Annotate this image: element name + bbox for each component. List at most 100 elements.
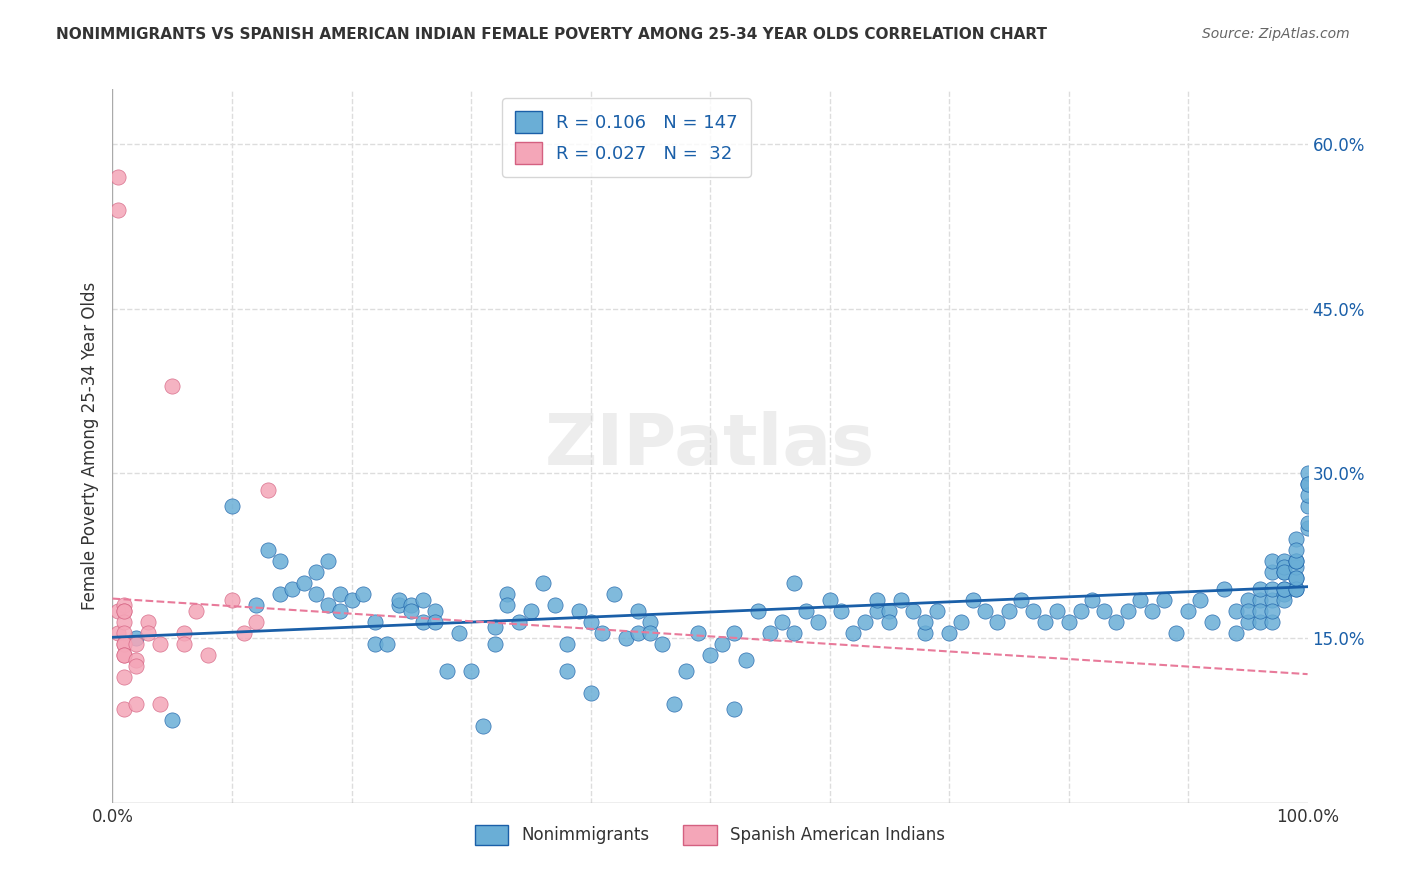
Point	[807, 615, 830, 629]
Point	[974, 604, 997, 618]
Point	[1094, 604, 1116, 618]
Point	[568, 604, 591, 618]
Point	[927, 604, 949, 618]
Point	[616, 631, 638, 645]
Point	[747, 604, 769, 618]
Point	[245, 598, 267, 612]
Point	[555, 637, 578, 651]
Point	[770, 615, 793, 629]
Point	[1272, 587, 1295, 601]
Point	[1296, 516, 1319, 530]
Point	[592, 625, 614, 640]
Point	[1261, 582, 1284, 596]
Point	[1225, 625, 1247, 640]
Point	[914, 615, 936, 629]
Point	[305, 566, 328, 580]
Point	[688, 625, 710, 640]
Point	[866, 592, 889, 607]
Point	[735, 653, 758, 667]
Point	[114, 648, 135, 662]
Point	[125, 631, 148, 645]
Point	[723, 702, 745, 716]
Point	[1285, 543, 1308, 558]
Point	[1033, 615, 1056, 629]
Point	[125, 653, 148, 667]
Point	[125, 658, 148, 673]
Point	[114, 637, 135, 651]
Point	[1296, 521, 1319, 535]
Point	[579, 615, 602, 629]
Point	[1046, 604, 1069, 618]
Point	[173, 625, 195, 640]
Point	[364, 637, 387, 651]
Point	[890, 592, 912, 607]
Point	[401, 598, 423, 612]
Point	[555, 664, 578, 678]
Point	[782, 625, 804, 640]
Point	[1272, 592, 1295, 607]
Point	[107, 202, 129, 217]
Point	[1237, 615, 1260, 629]
Point	[221, 592, 243, 607]
Text: NONIMMIGRANTS VS SPANISH AMERICAN INDIAN FEMALE POVERTY AMONG 25-34 YEAR OLDS CO: NONIMMIGRANTS VS SPANISH AMERICAN INDIAN…	[56, 27, 1047, 42]
Point	[543, 598, 565, 612]
Point	[914, 625, 936, 640]
Point	[340, 592, 363, 607]
Point	[107, 625, 129, 640]
Text: ZIPatlas: ZIPatlas	[546, 411, 875, 481]
Point	[329, 604, 352, 618]
Point	[412, 592, 434, 607]
Point	[377, 637, 399, 651]
Point	[496, 587, 519, 601]
Point	[257, 483, 280, 497]
Point	[531, 576, 554, 591]
Point	[855, 615, 877, 629]
Point	[1225, 604, 1247, 618]
Point	[425, 604, 447, 618]
Point	[388, 592, 411, 607]
Point	[1153, 592, 1175, 607]
Point	[1296, 500, 1319, 514]
Point	[508, 615, 530, 629]
Point	[879, 615, 901, 629]
Point	[627, 625, 650, 640]
Point	[114, 615, 135, 629]
Point	[114, 598, 135, 612]
Point	[114, 604, 135, 618]
Point	[1261, 604, 1284, 618]
Point	[269, 587, 291, 601]
Point	[186, 604, 208, 618]
Point	[114, 702, 135, 716]
Point	[352, 587, 374, 601]
Point	[1272, 582, 1295, 596]
Point	[723, 625, 745, 640]
Point	[879, 604, 901, 618]
Point	[782, 576, 804, 591]
Point	[1285, 533, 1308, 547]
Point	[699, 648, 721, 662]
Point	[1296, 467, 1319, 481]
Point	[484, 637, 506, 651]
Point	[1118, 604, 1140, 618]
Point	[1272, 554, 1295, 568]
Point	[125, 697, 148, 711]
Point	[1285, 571, 1308, 585]
Point	[1022, 604, 1045, 618]
Point	[305, 587, 328, 601]
Point	[1249, 592, 1271, 607]
Point	[1272, 559, 1295, 574]
Point	[107, 169, 129, 184]
Point	[162, 378, 183, 392]
Point	[1201, 615, 1223, 629]
Point	[794, 604, 817, 618]
Point	[114, 637, 135, 651]
Point	[1285, 559, 1308, 574]
Point	[125, 637, 148, 651]
Point	[1296, 488, 1319, 502]
Point	[436, 664, 458, 678]
Point	[1285, 582, 1308, 596]
Point	[640, 615, 662, 629]
Point	[1285, 582, 1308, 596]
Point	[1189, 592, 1212, 607]
Point	[1237, 592, 1260, 607]
